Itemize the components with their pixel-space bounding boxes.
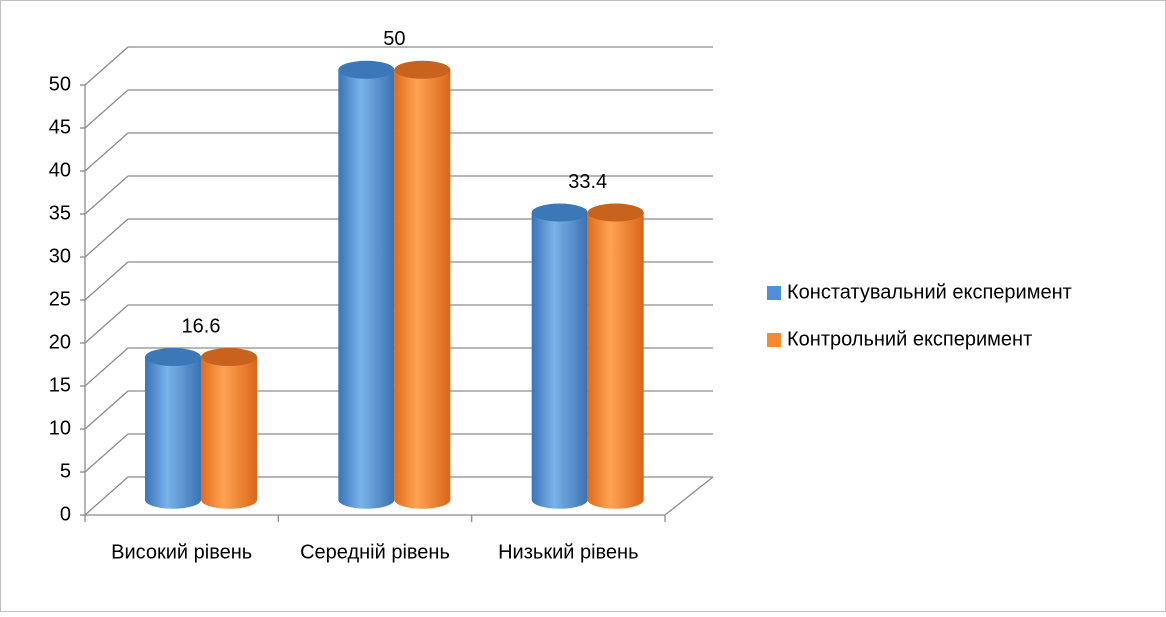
grid-side	[84, 476, 129, 516]
legend-label: Контрольний експеримент	[787, 328, 1032, 350]
y-tick-label: 50	[49, 73, 71, 95]
x-tick-label: Високий рівень	[111, 541, 252, 563]
grid-side	[84, 261, 129, 301]
y-tick-label: 5	[60, 460, 71, 482]
bar	[587, 212, 644, 509]
grid-side	[84, 46, 129, 86]
bar-top	[145, 348, 202, 367]
y-tick-label: 40	[49, 159, 71, 181]
bar	[145, 357, 202, 509]
bar	[531, 212, 588, 509]
grid-side	[84, 89, 129, 129]
grid-side	[84, 433, 129, 473]
y-tick-label: 25	[49, 288, 71, 310]
x-tick-label: Низький рівень	[498, 541, 638, 563]
legend-marker	[767, 333, 781, 347]
y-tick-label: 30	[49, 245, 71, 267]
bar-top	[587, 203, 644, 222]
floor-edge	[664, 476, 714, 516]
x-tick-label: Середній рівень	[300, 541, 450, 563]
legend-marker	[767, 286, 781, 300]
bar	[338, 69, 395, 509]
bar-top	[338, 60, 395, 79]
grid-side	[84, 218, 129, 258]
y-tick-label: 35	[49, 202, 71, 224]
y-tick-label: 20	[49, 331, 71, 353]
grid-side	[84, 304, 129, 344]
data-label: 50	[383, 28, 405, 50]
bar-top	[201, 348, 258, 367]
data-label: 33.4	[568, 171, 607, 193]
y-tick-label: 15	[49, 374, 71, 396]
y-tick-label: 0	[60, 503, 71, 525]
bar-top	[394, 60, 451, 79]
bar	[394, 69, 451, 509]
grid-side	[84, 132, 129, 172]
grid-side	[84, 347, 129, 387]
bar-top	[531, 203, 588, 222]
legend-label: Констатувальний експеримент	[787, 281, 1072, 303]
bar	[201, 357, 258, 509]
data-label: 16.6	[182, 315, 221, 337]
y-tick-label: 45	[49, 116, 71, 138]
grid-side	[84, 390, 129, 430]
grid-side	[84, 175, 129, 215]
y-tick-label: 10	[49, 417, 71, 439]
